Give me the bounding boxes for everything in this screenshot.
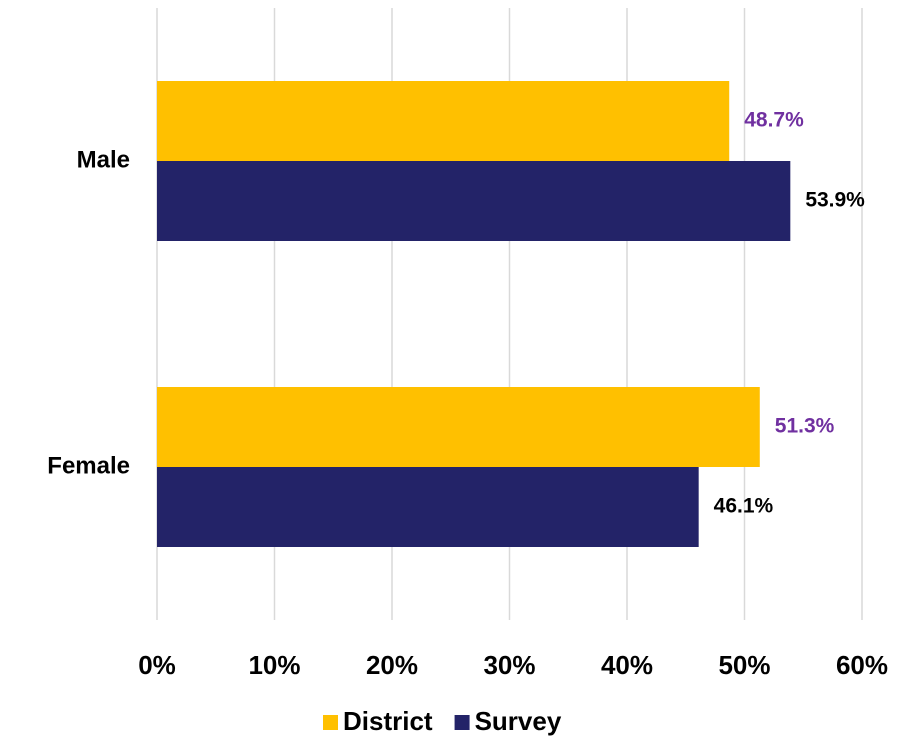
x-tick-label: 30% [483,650,535,680]
data-label: 53.9% [805,189,865,212]
x-tick-label: 20% [366,650,418,680]
data-label: 46.1% [714,495,774,518]
y-tick-label: Female [47,452,130,479]
x-tick-label: 0% [138,650,176,680]
bar [157,467,699,547]
y-tick-label: Male [77,146,130,173]
data-label: 51.3% [775,415,835,438]
x-tick-label: 60% [836,650,888,680]
bar [157,387,760,467]
legend-swatch [454,715,470,730]
x-tick-label: 40% [601,650,653,680]
legend-label: District [343,706,433,736]
bar [157,81,730,161]
bar [157,161,791,241]
legend-swatch [323,715,338,730]
data-label: 48.7% [744,109,804,132]
x-tick-label: 50% [718,650,770,680]
legend-label: Survey [475,706,562,736]
x-tick-label: 10% [248,650,300,680]
